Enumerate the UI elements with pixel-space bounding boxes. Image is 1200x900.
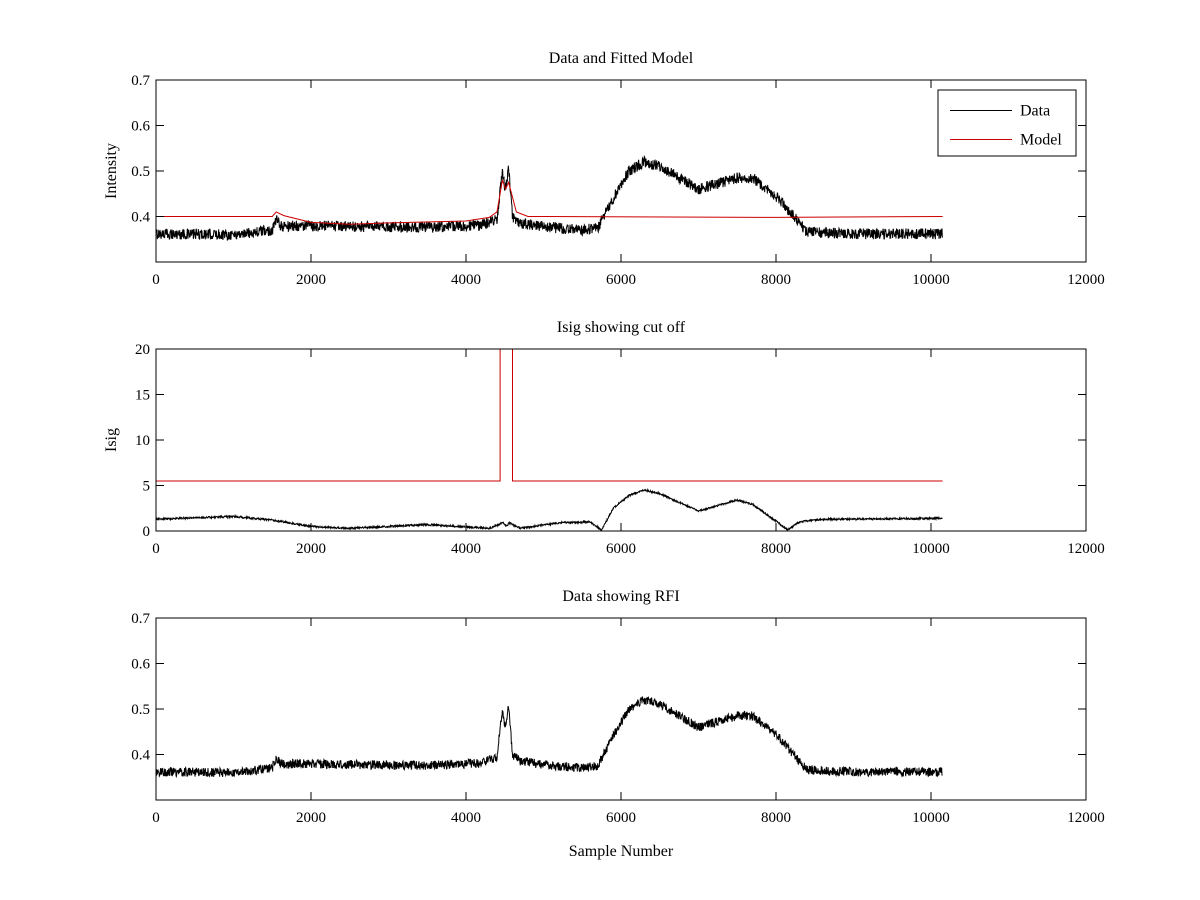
y-tick-label: 0.4 [131,748,150,764]
y-tick-label: 0.6 [131,657,150,673]
x-tick-label: 0 [152,541,160,557]
series-line-2 [156,349,943,482]
x-tick-label: 12000 [1067,272,1105,288]
x-tick-label: 6000 [606,541,636,557]
x-tick-label: 6000 [606,810,636,826]
x-tick-label: 2000 [296,272,326,288]
x-tick-label: 4000 [451,810,481,826]
x-tick-label: 12000 [1067,541,1105,557]
x-axis-label: Sample Number [569,843,674,860]
x-tick-label: 6000 [606,272,636,288]
x-tick-label: 2000 [296,541,326,557]
legend-label-data: Data [1020,103,1050,120]
y-tick-label: 15 [135,388,150,404]
y-tick-label: 0.5 [131,164,150,180]
y-tick-label: 0.5 [131,702,150,718]
axes-box [155,348,1087,532]
x-tick-label: 10000 [912,541,950,557]
x-tick-label: 0 [152,810,160,826]
chart-title: Isig showing cut off [557,319,686,336]
y-axis-label: Intensity [103,143,120,199]
legend-label-model: Model [1020,132,1062,149]
legend: Data Model [937,89,1077,157]
subplot-2: 0 2000 4000 6000 8000 10000 12000 0 5 10 15 20 Isig … [103,319,1105,557]
axes-box [155,617,1087,801]
y-tick-label: 0.6 [131,119,150,135]
y-axis-label: Isig [103,428,120,452]
series-line-1 [156,487,943,531]
series-line-data [156,155,943,241]
subplot-1: 0 2000 4000 6000 8000 10000 12000 0.4 0.5 0.6 0.7 D… [103,50,1105,288]
legend-box [937,89,1077,157]
chart-title: Data and Fitted Model [549,50,694,67]
x-tick-label: 8000 [761,810,791,826]
subplot-3: 0 2000 4000 6000 8000 10000 12000 0.4 0.5 0.6 0.7 D… [131,588,1105,860]
x-tick-label: 8000 [761,272,791,288]
x-tick-label: 10000 [912,810,950,826]
x-tick-label: 12000 [1067,810,1105,826]
series-line-1 [156,696,943,779]
x-tick-label: 4000 [451,272,481,288]
y-tick-label: 0 [143,524,151,540]
y-tick-label: 0.4 [131,210,150,226]
x-tick-label: 2000 [296,810,326,826]
y-tick-label: 10 [135,433,150,449]
y-tick-label: 0.7 [131,73,150,89]
y-tick-label: 0.7 [131,611,150,627]
y-tick-label: 5 [143,479,151,495]
x-tick-label: 0 [152,272,160,288]
x-tick-label: 8000 [761,541,791,557]
series-line-model [156,179,943,225]
x-tick-label: 10000 [912,272,950,288]
chart-title: Data showing RFI [562,588,679,605]
y-tick-label: 20 [135,342,150,358]
x-tick-label: 4000 [451,541,481,557]
